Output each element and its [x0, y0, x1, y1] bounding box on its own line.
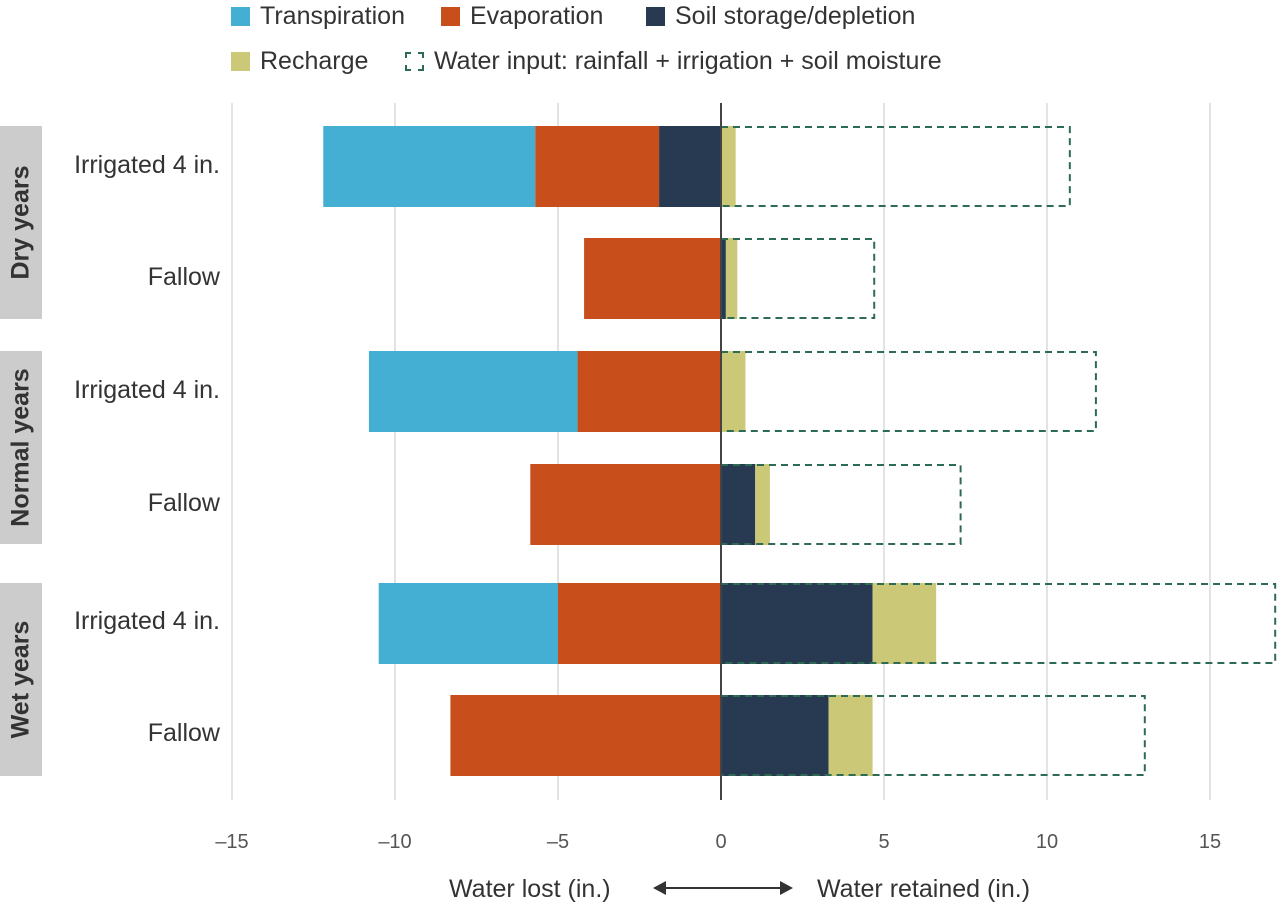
bar-evaporation-normal-irrigated: [578, 351, 721, 432]
row-label-normal-fallow: Fallow: [148, 489, 220, 518]
bar-recharge-dry-fallow: [726, 238, 737, 319]
x-tick-label: 5: [878, 831, 889, 853]
row-label-dry-fallow: Fallow: [148, 263, 220, 292]
bar-evaporation-dry-irrigated: [535, 126, 659, 207]
direction-arrow-left-head: [653, 881, 666, 895]
x-tick-label: 10: [1036, 831, 1058, 853]
group-label-dry-years: Dry years: [0, 126, 42, 319]
bar-soil-dry-irrigated: [659, 126, 721, 207]
x-tick-label: 0: [715, 831, 726, 853]
bar-soil-wet-fallow: [721, 695, 829, 776]
group-label-wet-years-text: Wet years: [7, 621, 36, 739]
bar-transpiration-dry-irrigated: [323, 126, 535, 207]
bar-water-input-dry-fallow: [721, 239, 874, 318]
group-label-normal-years-text: Normal years: [7, 368, 36, 526]
bar-recharge-normal-fallow: [755, 464, 770, 545]
row-label-wet-irrigated: Irrigated 4 in.: [74, 607, 220, 636]
bar-evaporation-wet-fallow: [450, 695, 721, 776]
bar-recharge-dry-irrigated: [721, 126, 736, 207]
x-axis-label-water-retained: Water retained (in.): [817, 875, 1030, 904]
bar-transpiration-normal-irrigated: [369, 351, 578, 432]
x-axis-label-water-lost: Water lost (in.): [449, 875, 611, 904]
bar-recharge-wet-irrigated: [873, 583, 937, 664]
group-label-normal-years: Normal years: [0, 351, 42, 544]
bar-evaporation-wet-irrigated: [558, 583, 721, 664]
bar-water-input-normal-irrigated: [721, 352, 1096, 431]
row-label-normal-irrigated: Irrigated 4 in.: [74, 376, 220, 405]
bar-transpiration-wet-irrigated: [379, 583, 558, 664]
x-tick-label: –15: [215, 831, 248, 853]
row-label-wet-fallow: Fallow: [148, 719, 220, 748]
group-label-wet-years: Wet years: [0, 583, 42, 776]
bar-evaporation-dry-fallow: [584, 238, 721, 319]
bar-recharge-wet-fallow: [829, 695, 873, 776]
bar-water-input-dry-irrigated: [721, 127, 1070, 206]
bar-evaporation-normal-fallow: [530, 464, 721, 545]
direction-arrow-right-head: [780, 881, 793, 895]
bar-recharge-normal-irrigated: [721, 351, 745, 432]
row-label-dry-irrigated: Irrigated 4 in.: [74, 151, 220, 180]
bar-soil-normal-fallow: [721, 464, 755, 545]
x-tick-label: –10: [378, 831, 411, 853]
group-label-dry-years-text: Dry years: [7, 166, 36, 280]
x-tick-label: 15: [1199, 831, 1221, 853]
x-tick-label: –5: [547, 831, 569, 853]
bar-soil-wet-irrigated: [721, 583, 873, 664]
